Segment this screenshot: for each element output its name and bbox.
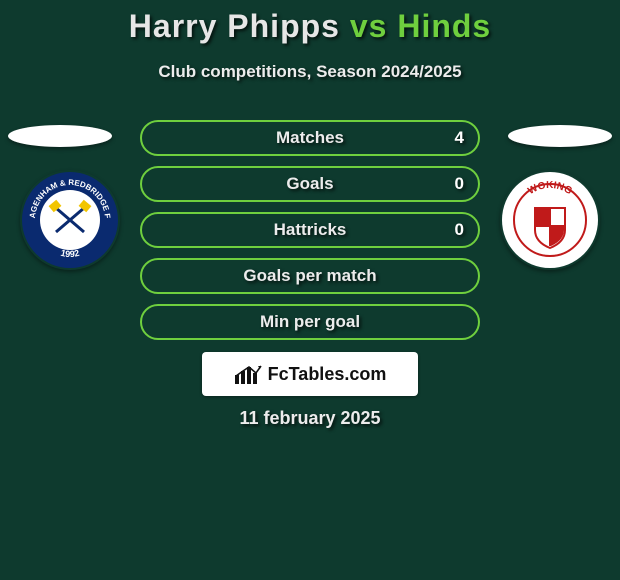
subtitle: Club competitions, Season 2024/2025: [0, 62, 620, 82]
shield-icon: [535, 208, 565, 248]
stat-row-goals: Goals0: [140, 166, 480, 202]
date-label: 11 february 2025: [0, 408, 620, 429]
page-title: Harry Phipps vs Hinds: [0, 8, 620, 45]
logo-text: FcTables.com: [268, 364, 387, 385]
crest-left-year: 1992: [60, 248, 81, 259]
stat-row-min-per-goal: Min per goal: [140, 304, 480, 340]
row-label: Goals per match: [142, 260, 478, 292]
title-player-right: Hinds: [397, 8, 491, 44]
row-value-right: 0: [455, 168, 464, 200]
right-ellipse-decor: [508, 125, 612, 147]
left-ellipse-decor: [8, 125, 112, 147]
fctables-logo: FcTables.com: [202, 352, 418, 396]
stat-rows: Matches4Goals0Hattricks0Goals per matchM…: [140, 120, 480, 350]
club-crest-right: WOKING: [500, 170, 600, 270]
row-label: Goals: [142, 168, 478, 200]
row-label: Matches: [142, 122, 478, 154]
stat-row-hattricks: Hattricks0: [140, 212, 480, 248]
title-player-left: Harry Phipps: [129, 8, 340, 44]
title-vs: vs: [350, 8, 388, 44]
row-label: Hattricks: [142, 214, 478, 246]
row-value-right: 0: [455, 214, 464, 246]
stat-row-matches: Matches4: [140, 120, 480, 156]
row-label: Min per goal: [142, 306, 478, 338]
row-value-right: 4: [455, 122, 464, 154]
stat-row-goals-per-match: Goals per match: [140, 258, 480, 294]
comparison-card: Harry Phipps vs Hinds Club competitions,…: [0, 0, 620, 580]
bar-chart-icon: [234, 363, 262, 385]
club-crest-left: DAGENHAM & REDBRIDGE FC 1992: [20, 170, 120, 270]
